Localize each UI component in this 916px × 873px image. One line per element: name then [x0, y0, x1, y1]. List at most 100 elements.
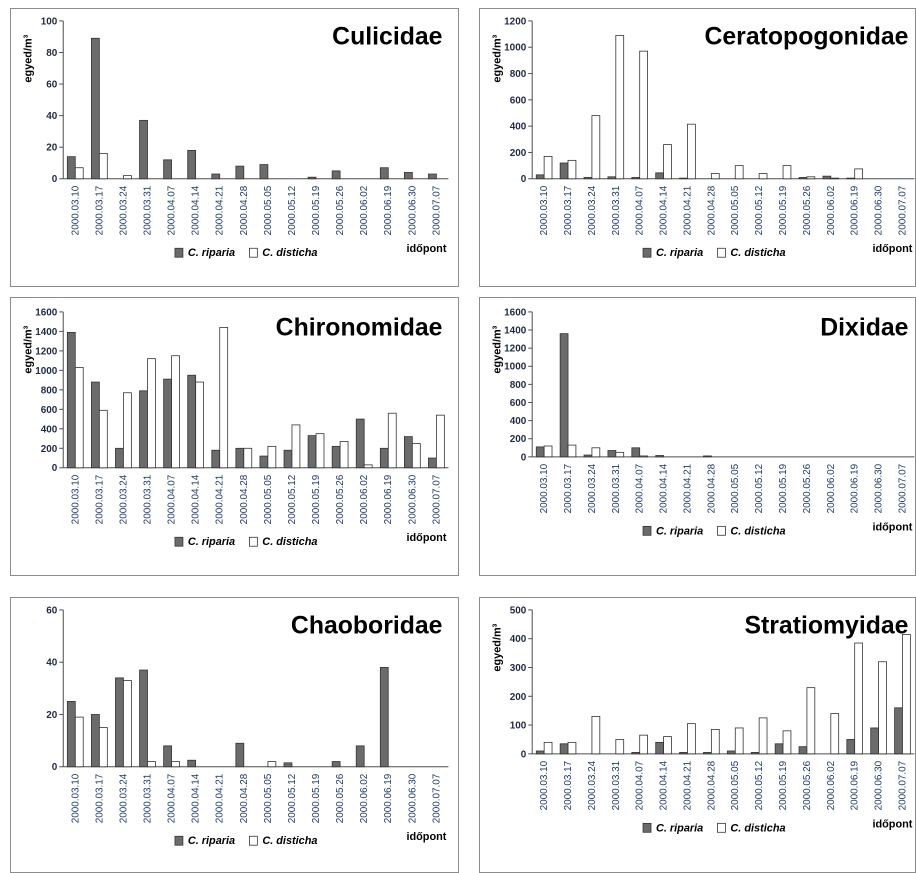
- bar-riparia-13: [846, 177, 856, 180]
- bar-riparia-14: [403, 172, 413, 180]
- x-tick-label: 2000.04.07: [167, 474, 178, 524]
- x-tick-label: 2000.05.05: [730, 463, 741, 513]
- x-tick-label: 2000.03.31: [142, 474, 153, 524]
- bar-riparia-2: [583, 454, 593, 458]
- legend-label-riparia: C. riparia: [188, 247, 235, 259]
- x-tick-label: 2000.05.12: [287, 773, 298, 823]
- bar-riparia-3: [607, 450, 617, 458]
- y-axis-label: egyed/m³: [22, 34, 34, 82]
- x-tick-label: 2000.06.02: [359, 474, 370, 524]
- bar-riparia-4: [631, 752, 641, 755]
- y-tick-label: 60: [46, 605, 58, 616]
- x-tick-label: 2000.05.05: [730, 185, 741, 235]
- chart-stratiomyidae: 0 100 200 300 400 500 egyed/m³ 2000.03.10 2000.0…: [491, 605, 915, 834]
- bar-disticha-0: [74, 716, 84, 768]
- x-tick-label: 2000.03.24: [118, 474, 129, 524]
- y-axis-label: egyed/m³: [491, 34, 503, 82]
- bar-disticha-11: [806, 687, 816, 755]
- bar-disticha-3: [615, 739, 625, 755]
- y-tick-label: 40: [46, 111, 58, 122]
- bar-riparia-4: [631, 447, 641, 458]
- bar-riparia-13: [379, 447, 389, 469]
- x-tick-label: 2000.05.26: [335, 185, 346, 235]
- x-tick-label: 2000.05.19: [311, 474, 322, 524]
- bar-disticha-10: [782, 730, 792, 755]
- x-tick-label: 2000.05.26: [335, 474, 346, 524]
- bar-disticha-2: [591, 115, 601, 180]
- y-tick-label: 800: [510, 380, 527, 391]
- bar-riparia-15: [894, 707, 903, 755]
- bar-riparia-7: [703, 455, 712, 458]
- x-tick-label: 2000.05.12: [287, 474, 298, 524]
- y-tick-label: 400: [510, 634, 527, 645]
- bar-disticha-4: [639, 50, 648, 180]
- x-axis-label: időpont: [406, 532, 446, 544]
- x-tick-label: 2000.05.12: [754, 760, 765, 810]
- bar-disticha-4: [639, 734, 648, 755]
- x-tick-label: 2000.05.26: [802, 463, 813, 513]
- x-tick-label: 2000.04.07: [635, 185, 646, 235]
- y-tick-label: 40: [46, 658, 58, 669]
- x-tick-label: 2000.05.19: [778, 760, 789, 810]
- y-tick-label: 800: [510, 69, 527, 80]
- bar-disticha-14: [411, 443, 421, 469]
- legend-swatch-disticha: [717, 822, 726, 833]
- x-tick-label: 2000.05.12: [287, 185, 298, 235]
- bar-riparia-5: [187, 374, 197, 469]
- x-tick-label: 2000.03.17: [563, 760, 574, 810]
- bar-riparia-2: [583, 177, 593, 180]
- y-tick-label: 0: [52, 174, 58, 185]
- y-tick-label: 100: [510, 721, 527, 732]
- bar-riparia-11: [331, 445, 341, 469]
- x-tick-label: 2000.05.05: [263, 474, 274, 524]
- x-tick-label: 2000.07.07: [897, 185, 908, 235]
- y-tick-label: 60: [46, 80, 58, 91]
- bar-riparia-4: [163, 378, 172, 469]
- x-tick-label: 2000.06.02: [359, 773, 370, 823]
- bar-disticha-12: [363, 464, 373, 469]
- x-tick-label: 2000.05.19: [778, 185, 789, 235]
- y-tick-label: 200: [510, 692, 527, 703]
- x-tick-label: 2000.07.07: [897, 760, 908, 810]
- y-tick-label: 800: [41, 385, 58, 396]
- y-tick-label: 1000: [504, 362, 527, 373]
- bar-riparia-3: [139, 669, 148, 768]
- bar-riparia-12: [355, 745, 365, 768]
- legend-label-riparia: C. riparia: [656, 247, 703, 259]
- x-tick-label: 2000.06.30: [874, 463, 885, 513]
- bar-disticha-9: [758, 173, 768, 180]
- x-tick-label: 2000.03.10: [539, 463, 550, 513]
- x-tick-label: 2000.03.10: [539, 185, 550, 235]
- x-tick-label: 2000.04.28: [239, 773, 250, 823]
- legend-swatch-disticha: [717, 525, 726, 536]
- bar-disticha-0: [74, 167, 84, 180]
- x-tick-label: 2000.06.02: [359, 185, 370, 235]
- bar-disticha-12: [830, 177, 840, 180]
- bar-disticha-1: [567, 741, 577, 755]
- x-tick-label: 2000.06.30: [874, 760, 885, 810]
- chart-panel-culicidae: 0 20 40 60 80 100 egyed/m³ 2000.03.10 2000.03.17…: [10, 8, 459, 287]
- legend-swatch-riparia: [174, 835, 184, 846]
- x-tick-label: 2000.05.05: [730, 760, 741, 810]
- bar-riparia-3: [139, 119, 148, 180]
- bar-disticha-4: [171, 355, 180, 469]
- legend-label-disticha: C. disticha: [262, 835, 317, 847]
- bar-disticha-5: [663, 736, 672, 755]
- bar-disticha-6: [687, 123, 696, 180]
- legend-swatch-disticha: [249, 536, 258, 547]
- y-tick-label: 1200: [35, 346, 58, 357]
- legend-label-disticha: C. disticha: [730, 525, 785, 537]
- bar-riparia-14: [870, 727, 879, 755]
- x-tick-label: 2000.07.07: [431, 773, 442, 823]
- x-tick-label: 2000.03.31: [142, 773, 153, 823]
- x-axis-label: időpont: [406, 831, 446, 843]
- bar-riparia-11: [798, 746, 808, 755]
- x-tick-label: 2000.06.30: [874, 185, 885, 235]
- bar-disticha-2: [123, 392, 132, 469]
- bar-disticha-11: [339, 441, 349, 469]
- bar-disticha-13: [854, 642, 863, 755]
- x-axis-label: időpont: [872, 521, 912, 533]
